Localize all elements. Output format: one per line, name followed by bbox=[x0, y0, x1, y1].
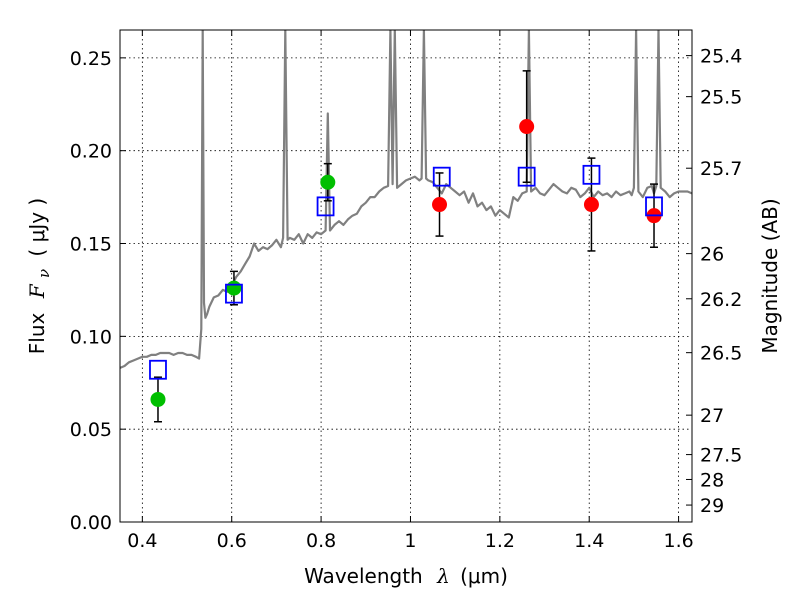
plot-frame bbox=[119, 29, 693, 523]
x-axis-label-symbol: λ bbox=[436, 564, 450, 588]
x-tick-label: 0.6 bbox=[217, 530, 247, 552]
y-tick-label: 0.00 bbox=[70, 512, 112, 534]
y-axis-label-unit: ( μJy ) bbox=[25, 198, 49, 257]
model-flux-point bbox=[645, 196, 663, 217]
model-flux-point bbox=[582, 164, 601, 185]
y2-tick-label: 25.5 bbox=[700, 87, 742, 109]
y2-tick-label: 27 bbox=[700, 405, 724, 427]
y-axis-label: Flux F ν ( μJy ) bbox=[25, 198, 54, 354]
spectrum-line bbox=[120, 30, 692, 369]
model-flux-point bbox=[432, 166, 451, 187]
grid-lines bbox=[120, 30, 692, 523]
y2-tick-label: 27.5 bbox=[700, 445, 742, 467]
y2-tick-label: 26.2 bbox=[700, 289, 742, 311]
y-tick-label: 0.15 bbox=[70, 234, 112, 256]
y2-tick-label: 26 bbox=[700, 244, 724, 266]
axis-ticks: 0.4 0.6 0.8 1 1.2 1.4 1.6 0.00 0.05 0.10 0.15 0.20 0… bbox=[70, 30, 742, 552]
model-spectrum-series bbox=[120, 30, 692, 369]
y-axis-label-symbol: F bbox=[25, 283, 49, 299]
x-tick-label: 1 bbox=[404, 530, 416, 552]
observed-flux-point bbox=[150, 391, 166, 407]
x-axis-label: Wavelength λ (μm) bbox=[304, 564, 508, 588]
y2-tick-label: 29 bbox=[700, 495, 724, 517]
x-tick-label: 1.2 bbox=[485, 530, 515, 552]
model-flux-point bbox=[149, 359, 167, 380]
y-tick-label: 0.25 bbox=[70, 48, 112, 70]
y2-tick-label: 28 bbox=[700, 469, 724, 491]
y2-axis-label: Magnitude (AB) bbox=[758, 198, 782, 353]
observed-flux-point bbox=[226, 280, 242, 296]
y-tick-label: 0.20 bbox=[70, 141, 112, 163]
x-tick-label: 1.6 bbox=[663, 530, 693, 552]
model-flux-point bbox=[316, 196, 335, 217]
y-axis-label-subscript: ν bbox=[35, 269, 53, 278]
y-axis-label-prefix: Flux bbox=[25, 312, 49, 354]
observed-flux-point bbox=[320, 174, 336, 190]
x-tick-label: 0.4 bbox=[127, 530, 157, 552]
y-tick-label: 0.10 bbox=[70, 326, 112, 348]
observed-flux-point bbox=[432, 197, 448, 213]
observed-flux-point bbox=[519, 119, 535, 135]
y2-tick-label: 25.4 bbox=[700, 46, 742, 68]
model-flux-point bbox=[517, 166, 536, 187]
photometry-points bbox=[149, 70, 663, 423]
x-axis-label-prefix: Wavelength bbox=[304, 564, 423, 588]
x-axis-label-unit: (μm) bbox=[460, 564, 508, 588]
x-tick-label: 1.4 bbox=[574, 530, 604, 552]
observed-flux-point bbox=[583, 197, 599, 213]
y2-tick-label: 26.5 bbox=[700, 343, 742, 365]
x-tick-label: 0.8 bbox=[306, 530, 336, 552]
y-tick-label: 0.05 bbox=[70, 419, 112, 441]
y2-tick-label: 25.7 bbox=[700, 158, 742, 180]
model-flux-point bbox=[225, 283, 243, 304]
